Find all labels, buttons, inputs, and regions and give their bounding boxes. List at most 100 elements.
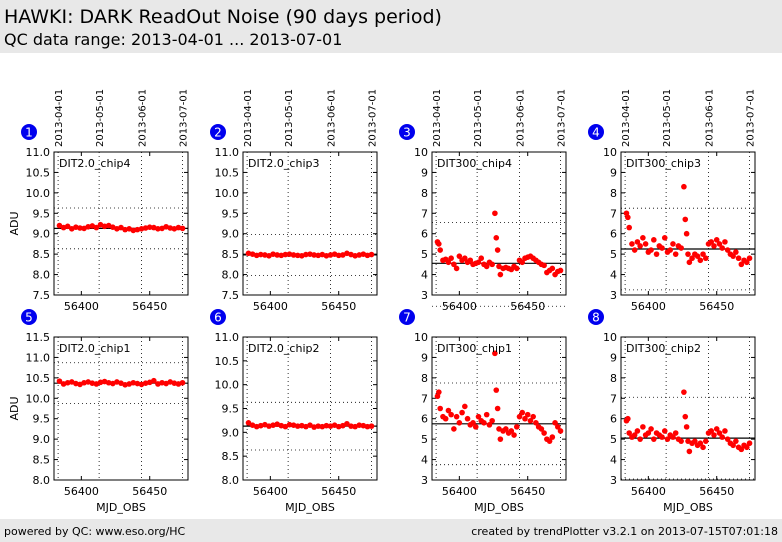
- y-tick-label: 8.0: [33, 269, 51, 282]
- chart-panel-4: 2013-04-01 2013-05-01 2013-06-01 2013-07-01…: [588, 89, 757, 313]
- data-point: [637, 436, 643, 442]
- y-tick-label: 9: [421, 166, 428, 179]
- data-point: [743, 259, 750, 266]
- y-tick-label: 10.5: [215, 166, 240, 179]
- data-point: [344, 420, 350, 427]
- date-tick-label: 2013-07-01: [746, 89, 757, 147]
- y-tick-label: 3: [421, 289, 428, 302]
- data-point: [626, 430, 633, 436]
- y-tick-label: 10: [603, 146, 617, 159]
- date-tick-label: 2013-04-01: [621, 89, 632, 147]
- panel-number-badge: [399, 124, 415, 140]
- data-point: [437, 247, 444, 253]
- date-tick-label: 2013-06-01: [138, 89, 149, 147]
- data-point: [746, 440, 753, 447]
- data-point: [493, 387, 500, 393]
- data-point: [733, 249, 739, 255]
- data-point: [513, 424, 520, 430]
- data-point: [445, 259, 452, 266]
- data-point: [348, 423, 354, 429]
- y-tick-label: 9.5: [222, 403, 240, 416]
- data-point: [683, 230, 690, 237]
- y-tick-label: 9: [610, 166, 617, 179]
- data-point: [151, 377, 157, 384]
- plot-frame: [53, 336, 189, 481]
- panel-number: 2: [214, 126, 222, 140]
- y-tick-label: 6: [610, 413, 617, 426]
- panel-number: 4: [592, 126, 600, 140]
- page-subtitle: QC data range: 2013-04-01 ... 2013-07-01: [4, 30, 343, 49]
- data-point: [700, 251, 706, 257]
- date-tick-label: 2013-06-01: [705, 89, 716, 147]
- data-point: [436, 389, 442, 395]
- data-point: [511, 432, 517, 438]
- data-point: [311, 252, 317, 258]
- data-point: [554, 424, 561, 430]
- y-tick-label: 10.0: [26, 392, 51, 405]
- data-point: [456, 253, 463, 259]
- data-point: [541, 430, 547, 436]
- plot-frame: [53, 151, 189, 296]
- data-point: [453, 413, 460, 420]
- page-title: HAWKI: DARK ReadOut Noise (90 days perio…: [4, 6, 442, 28]
- panel-number-badge: [21, 124, 37, 140]
- y-tick-label: 8.5: [222, 450, 240, 463]
- data-point: [497, 271, 504, 278]
- data-point: [489, 261, 495, 268]
- y-tick-label: 9.0: [222, 228, 240, 241]
- y-axis-label: ADU: [8, 211, 21, 235]
- x-tick-label: 56400: [64, 485, 99, 498]
- data-point: [670, 241, 676, 247]
- y-tick-label: 5: [421, 433, 428, 446]
- data-point: [711, 432, 717, 438]
- y-tick-label: 7: [421, 392, 428, 405]
- plot-frame: [620, 336, 756, 481]
- data-point: [681, 183, 687, 190]
- data-point: [661, 235, 668, 241]
- data-point: [722, 239, 728, 245]
- data-point: [640, 235, 646, 241]
- chart-panel-1: 2013-04-01 2013-05-01 2013-06-01 2013-07-01…: [8, 89, 190, 313]
- x-tick-label: 56450: [321, 485, 356, 498]
- chart-panel-2: 2013-04-01 2013-05-01 2013-06-01 2013-07-01…: [210, 89, 379, 313]
- chart-panel-7: 3 4 5 6 7 8 9 10 56400 56450 DIT300_chip1 7 MJD_OBS: [399, 309, 567, 514]
- panel-label: DIT300_chip2: [626, 342, 701, 355]
- data-point: [625, 214, 631, 221]
- data-point: [664, 436, 671, 442]
- data-point: [533, 420, 539, 426]
- date-tick-label: 2013-06-01: [516, 89, 527, 147]
- data-point: [653, 251, 660, 257]
- data-point: [486, 422, 493, 428]
- data-point: [475, 259, 482, 266]
- chart-panel-8: 3 4 5 6 7 8 9 10 56400 56450 DIT300_chip2 8 MJD_OBS: [588, 309, 756, 514]
- data-point: [678, 245, 684, 251]
- y-tick-label: 8.5: [33, 248, 51, 261]
- y-tick-label: 3: [610, 474, 617, 487]
- data-point: [481, 420, 487, 426]
- plot-frame: [431, 151, 567, 296]
- data-point: [645, 430, 652, 436]
- data-point: [733, 438, 739, 444]
- x-tick-label: 56450: [510, 300, 545, 313]
- data-point: [459, 409, 465, 416]
- data-point: [700, 444, 706, 451]
- data-point: [681, 389, 687, 395]
- data-point: [368, 423, 375, 429]
- data-point: [697, 257, 704, 264]
- y-tick-label: 7: [421, 207, 428, 220]
- x-tick-label: 56400: [253, 485, 288, 498]
- date-tick-label: 2013-05-01: [473, 89, 484, 147]
- y-tick-label: 10: [414, 331, 428, 344]
- y-tick-label: 11.0: [215, 331, 240, 344]
- data-point: [702, 438, 709, 444]
- y-tick-label: 8: [610, 372, 617, 385]
- data-point: [492, 210, 498, 217]
- x-tick-label: 56450: [510, 485, 545, 498]
- data-point: [478, 255, 485, 262]
- data-point: [738, 261, 745, 268]
- data-point: [257, 251, 264, 258]
- x-axis-label: MJD_OBS: [474, 501, 524, 514]
- data-point: [557, 428, 564, 434]
- data-point: [462, 403, 468, 410]
- data-point: [530, 413, 536, 420]
